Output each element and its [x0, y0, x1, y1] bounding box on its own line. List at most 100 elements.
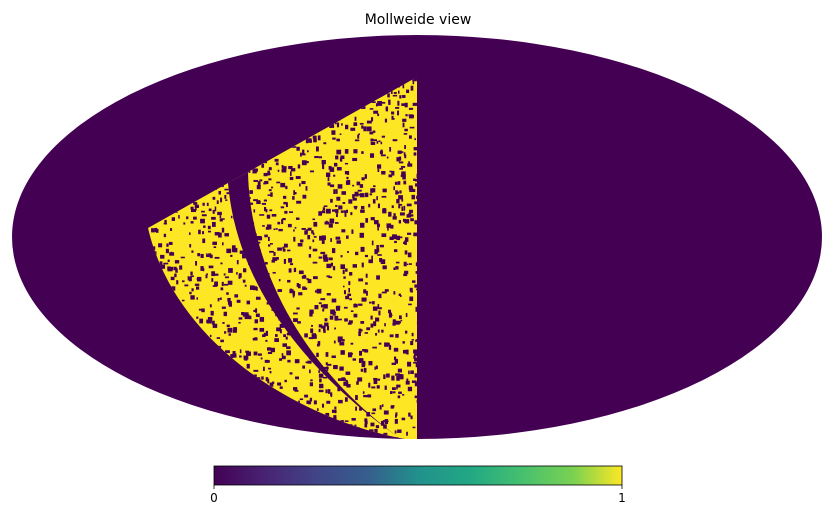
speckle	[267, 378, 270, 384]
speckle	[377, 168, 380, 172]
speckle	[268, 236, 270, 242]
speckle	[261, 202, 267, 205]
speckle	[183, 222, 186, 225]
speckle	[415, 262, 417, 267]
speckle	[319, 383, 324, 389]
speckle	[316, 288, 322, 294]
speckle	[373, 377, 378, 381]
speckle	[308, 139, 312, 143]
speckle	[242, 314, 245, 317]
speckle	[223, 273, 226, 276]
speckle	[377, 101, 383, 106]
speckle	[413, 355, 416, 359]
speckle	[392, 94, 398, 97]
speckle	[220, 197, 223, 203]
speckle	[396, 386, 398, 390]
speckle	[267, 194, 271, 196]
speckle	[403, 180, 407, 185]
speckle	[269, 382, 274, 387]
speckle	[397, 110, 400, 116]
speckle	[252, 337, 258, 341]
speckle	[259, 316, 265, 322]
speckle	[399, 203, 403, 206]
speckle	[317, 341, 321, 346]
speckle	[408, 263, 412, 265]
speckle	[398, 203, 401, 209]
speckle	[209, 429, 213, 434]
speckle	[336, 138, 339, 142]
speckle	[390, 89, 393, 94]
speckle	[363, 367, 367, 373]
speckle	[197, 253, 201, 257]
speckle	[406, 263, 409, 266]
speckle	[297, 242, 303, 247]
speckle	[266, 360, 270, 363]
speckle	[259, 179, 263, 182]
speckle	[402, 218, 406, 222]
speckle	[269, 209, 273, 212]
speckle	[368, 382, 371, 388]
speckle	[413, 361, 417, 364]
speckle	[313, 236, 317, 238]
speckle	[284, 379, 287, 383]
speckle	[323, 205, 328, 208]
speckle	[345, 379, 348, 383]
speckle	[394, 358, 399, 364]
speckle	[153, 408, 158, 413]
speckle	[286, 332, 291, 336]
speckle	[275, 228, 278, 230]
speckle	[340, 255, 343, 258]
speckle	[352, 194, 355, 199]
speckle	[312, 218, 316, 221]
speckle	[345, 295, 350, 300]
speckle	[350, 127, 356, 131]
speckle	[170, 251, 173, 254]
speckle	[224, 233, 229, 237]
speckle	[326, 263, 332, 269]
speckle	[160, 254, 165, 259]
speckle	[374, 249, 378, 255]
speckle	[230, 254, 233, 257]
speckle	[370, 141, 376, 145]
speckle	[348, 281, 351, 286]
speckle	[283, 201, 287, 205]
speckle	[333, 438, 338, 439]
speckle	[367, 394, 372, 398]
speckle	[393, 213, 396, 217]
speckle	[258, 241, 261, 244]
speckle	[279, 358, 283, 361]
speckle	[404, 221, 410, 223]
speckle	[364, 423, 368, 428]
speckle	[334, 410, 337, 414]
speckle	[333, 415, 337, 420]
speckle	[209, 304, 212, 308]
speckle	[293, 229, 295, 232]
speckle	[328, 223, 333, 228]
speckle	[381, 404, 384, 407]
speckle	[379, 244, 384, 248]
speckle	[337, 378, 343, 381]
speckle	[337, 184, 343, 189]
speckle	[393, 249, 398, 253]
speckle	[284, 431, 287, 435]
speckle	[224, 276, 229, 279]
speckle	[200, 218, 205, 224]
speckle	[165, 432, 168, 436]
speckle	[314, 305, 319, 310]
speckle	[325, 389, 328, 394]
speckle	[349, 298, 352, 301]
speckle	[281, 353, 284, 357]
speckle	[255, 313, 260, 317]
speckle	[406, 214, 410, 218]
speckle	[334, 327, 336, 330]
speckle	[399, 212, 405, 216]
speckle	[220, 287, 224, 291]
speckle	[396, 375, 400, 381]
speckle	[299, 183, 301, 187]
speckle	[243, 268, 247, 273]
speckle	[266, 224, 272, 230]
speckle	[371, 101, 376, 103]
speckle	[377, 203, 380, 209]
speckle	[395, 107, 400, 109]
speckle	[350, 212, 353, 216]
